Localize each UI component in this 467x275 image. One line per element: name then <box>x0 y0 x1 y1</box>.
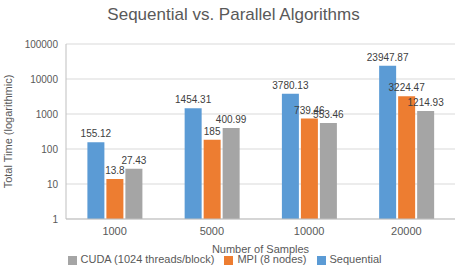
svg-text:Total Time (logarithmic): Total Time (logarithmic) <box>8 75 14 189</box>
svg-text:185: 185 <box>204 126 221 137</box>
svg-text:1214.93: 1214.93 <box>408 97 445 108</box>
svg-text:10000: 10000 <box>30 74 58 85</box>
svg-text:100: 100 <box>41 144 58 155</box>
svg-text:27.43: 27.43 <box>121 155 146 166</box>
svg-text:13.8: 13.8 <box>105 165 125 176</box>
svg-text:400.99: 400.99 <box>216 114 247 125</box>
svg-text:3780.13: 3780.13 <box>272 80 309 91</box>
svg-text:1454.31: 1454.31 <box>175 94 212 105</box>
svg-text:1000: 1000 <box>36 109 59 120</box>
svg-text:1000: 1000 <box>102 225 126 237</box>
svg-text:553.46: 553.46 <box>313 109 344 120</box>
html-text:CUDA (1024 threads/block): CUDA (1024 threads/block) <box>80 253 215 265</box>
html-text:MPI (8 nodes): MPI (8 nodes) <box>237 253 307 265</box>
svg-text:100000: 100000 <box>25 39 59 50</box>
svg-text:20000: 20000 <box>391 225 422 237</box>
svg-text:Number of Samples: Number of Samples <box>212 243 310 255</box>
html-text:Sequential: Sequential <box>329 253 382 265</box>
svg-text:5000: 5000 <box>200 225 224 237</box>
svg-text:3224.47: 3224.47 <box>389 82 426 93</box>
svg-text:23947.87: 23947.87 <box>367 52 409 63</box>
html-text:Sequential vs. Parallel Algori: Sequential vs. Parallel Algorithms <box>107 5 360 24</box>
svg-text:10000: 10000 <box>294 225 325 237</box>
svg-text:155.12: 155.12 <box>81 128 112 139</box>
svg-text:1: 1 <box>52 214 58 225</box>
svg-text:739.46: 739.46 <box>294 104 325 116</box>
svg-text:10: 10 <box>47 179 59 190</box>
